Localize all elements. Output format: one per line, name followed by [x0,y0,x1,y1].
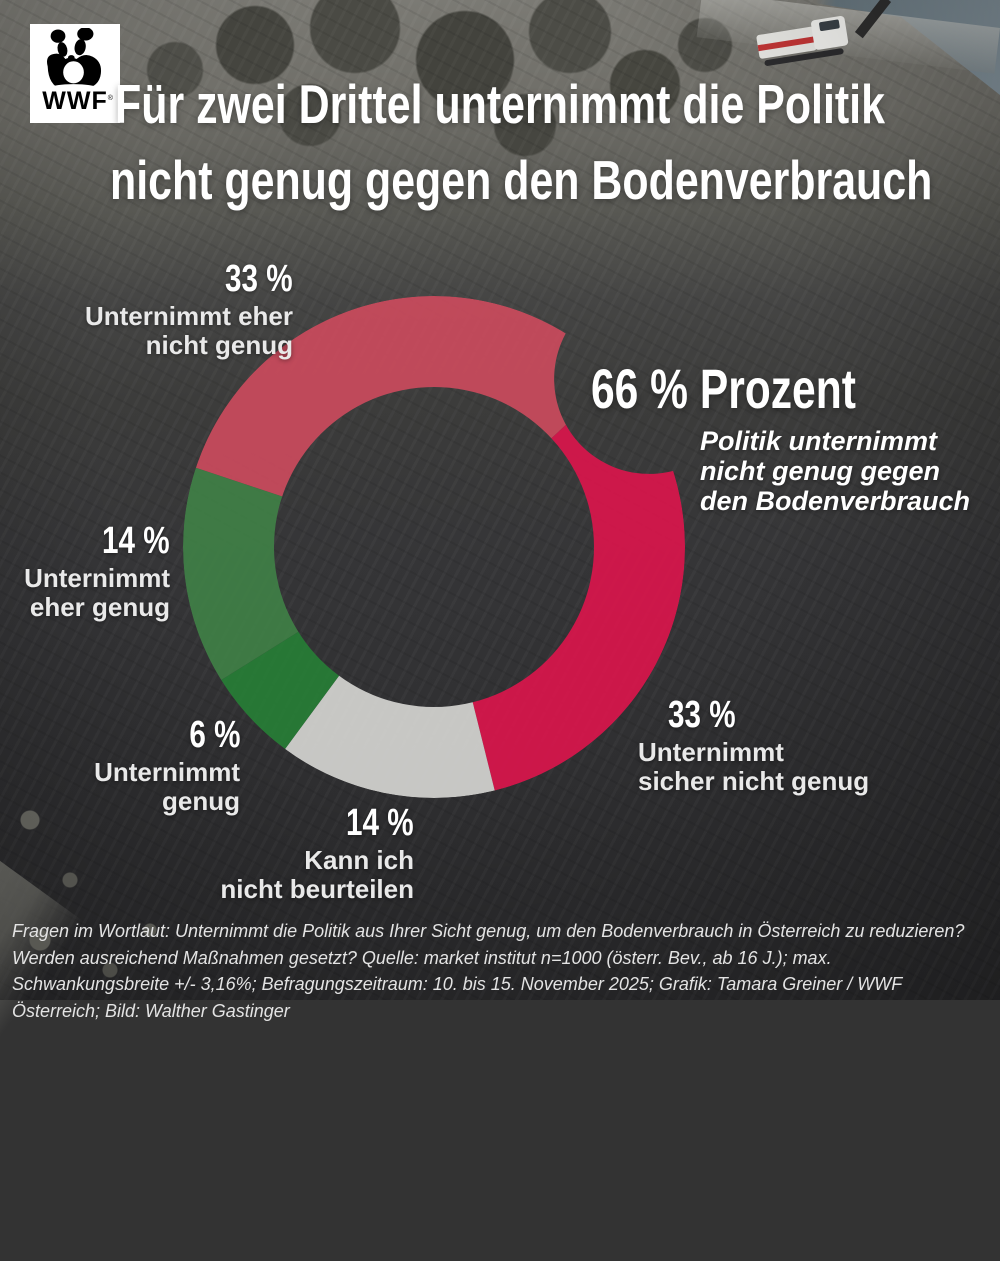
donut-segment-1 [195,295,619,547]
callout-value: 66 % Prozent [591,357,856,420]
donut-chart [182,295,685,798]
label-sicher-nicht-genug-line1: Unternimmt [638,737,784,767]
donut-segment-2 [434,376,685,791]
panda-icon [46,28,102,90]
donut-segment-5 [182,467,434,681]
callout-line-3: den Bodenverbrauch [700,486,971,516]
label-genug-value: 6 % [188,714,240,756]
label-sicher-nicht-genug-line2: sicher nicht genug [638,766,870,796]
label-sicher-nicht-genug: 33 % Unternimmt sicher nicht genug [638,694,869,796]
rocks [0,760,260,1000]
label-eher-genug-line2: eher genug [29,592,170,622]
page-title: Für zwei Drittel unternimmt die Politik … [0,66,1000,218]
label-sicher-nicht-genug-value: 33 % [668,694,736,736]
label-nicht-beurteilen-line2: nicht beurteilen [220,874,414,904]
label-genug-line1: Unternimmt [94,757,240,787]
donut-segment-3 [285,547,495,798]
label-eher-genug-line1: Unternimmt [24,563,170,593]
label-eher-nicht-genug-line1: Unternimmt eher [84,301,293,331]
label-nicht-beurteilen-value: 14 % [346,802,414,844]
callout-text: Politik unternimmt nicht genug gegen den… [700,426,970,516]
registered-icon: ® [107,95,114,102]
label-nicht-beurteilen-line1: Kann ich [304,845,414,875]
label-eher-genug: 14 % Unternimmt eher genug [24,520,170,622]
label-eher-nicht-genug-value: 33 % [225,258,293,300]
label-eher-genug-value: 14 % [102,520,170,562]
footer-source-text: Fragen im Wortlaut: Unternimmt die Polit… [12,921,965,1021]
callout-line-1: Politik unternimmt [700,426,938,456]
label-genug: 6 % Unternimmt genug [94,714,240,816]
label-nicht-beurteilen: 14 % Kann ich nicht beurteilen [220,802,414,904]
label-eher-nicht-genug: 33 % Unternimmt eher nicht genug [85,258,293,360]
label-eher-nicht-genug-line2: nicht genug [145,330,293,360]
wwf-wordmark: WWF ® [42,87,114,115]
title-line-2: nicht genug gegen den Bodenverbrauch [110,149,933,211]
callout-line-2: nicht genug gegen [700,456,940,486]
title-line-1: Für zwei Drittel unternimmt die Politik [115,73,885,135]
donut-segment-4 [221,547,434,750]
label-genug-line2: genug [162,786,240,816]
wwf-logo: WWF ® [30,24,120,123]
